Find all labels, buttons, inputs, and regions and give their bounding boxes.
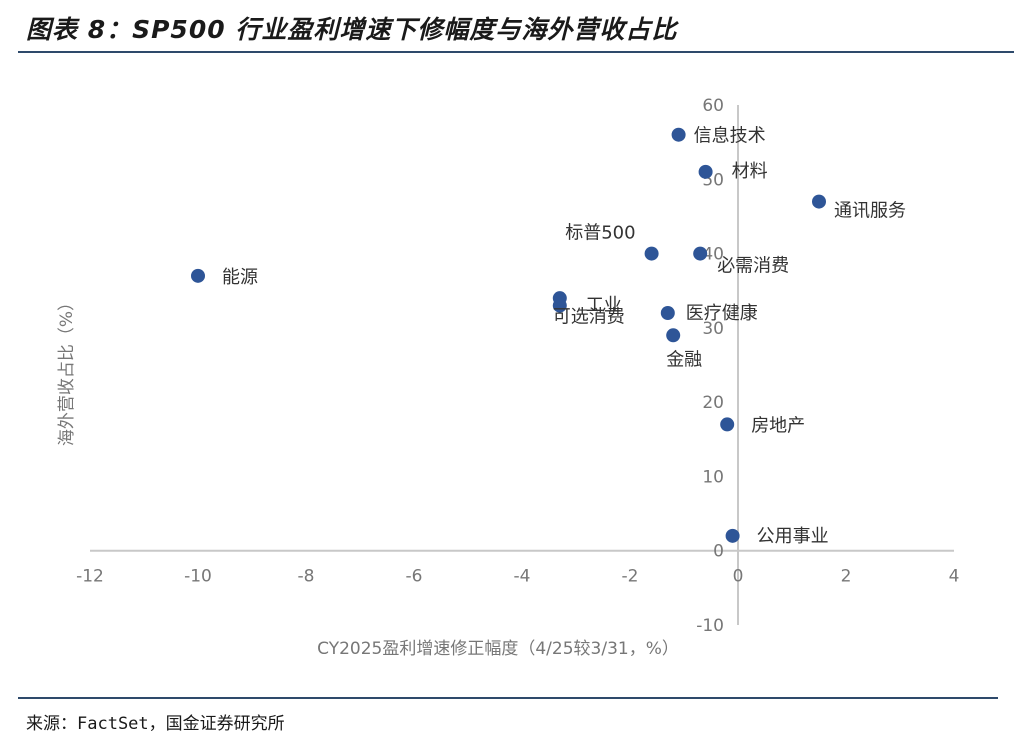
- x-tick-label: 2: [841, 567, 852, 587]
- bottom-divider: [18, 697, 998, 699]
- x-tick-label: 0: [733, 567, 744, 587]
- y-tick-label: 20: [702, 393, 724, 413]
- x-tick-label: -10: [184, 567, 212, 587]
- data-label: 信息技术: [694, 126, 766, 147]
- data-points: [191, 127, 826, 543]
- data-label: 必需消费: [717, 256, 789, 277]
- x-tick-label: -12: [76, 567, 104, 587]
- y-tick-label: 30: [702, 319, 724, 339]
- y-tick-label: 60: [702, 96, 724, 116]
- data-label: 标普500: [565, 223, 635, 244]
- data-point: [666, 328, 681, 343]
- data-label: 金融: [666, 349, 702, 370]
- x-axis-label: CY2025盈利增速修正幅度（4/25较3/31，%）: [317, 639, 679, 659]
- data-point: [698, 164, 713, 179]
- data-label: 医疗健康: [686, 303, 758, 324]
- x-tick-label: -2: [622, 567, 639, 587]
- data-point: [644, 246, 659, 261]
- y-tick-label: 0: [713, 542, 724, 562]
- data-label: 公用事业: [757, 526, 829, 547]
- data-point: [552, 298, 567, 313]
- data-point: [693, 246, 708, 261]
- data-point: [671, 127, 686, 142]
- top-divider: [18, 51, 1014, 53]
- data-label: 可选消费: [553, 307, 625, 328]
- data-label: 房地产: [751, 415, 805, 436]
- y-tick-label: -10: [696, 616, 724, 636]
- x-tick-labels: -12 -10 -8 -6 -4 -2 0 2 4: [76, 567, 959, 587]
- data-label: 能源: [222, 267, 258, 288]
- data-point: [725, 528, 740, 543]
- data-label: 材料: [732, 161, 768, 182]
- x-tick-label: -4: [514, 567, 531, 587]
- axes: [90, 105, 954, 625]
- x-tick-label: -6: [406, 567, 423, 587]
- data-label: 工业: [586, 295, 622, 316]
- chart-title: 图表 8：SP500 行业盈利增速下修幅度与海外营收占比: [26, 15, 678, 44]
- source-note: 来源：FactSet，国金证券研究所: [26, 714, 285, 734]
- data-label: 通讯服务: [834, 201, 906, 222]
- y-tick-label: 10: [702, 467, 724, 487]
- data-point: [660, 306, 675, 320]
- data-point: [720, 417, 735, 432]
- x-tick-label: -8: [298, 567, 315, 587]
- data-point: [812, 194, 826, 209]
- data-point: [191, 268, 205, 283]
- x-tick-label: 4: [949, 567, 960, 587]
- y-tick-label: 40: [702, 245, 724, 265]
- y-axis-label: 海外营收占比（%）: [57, 294, 77, 446]
